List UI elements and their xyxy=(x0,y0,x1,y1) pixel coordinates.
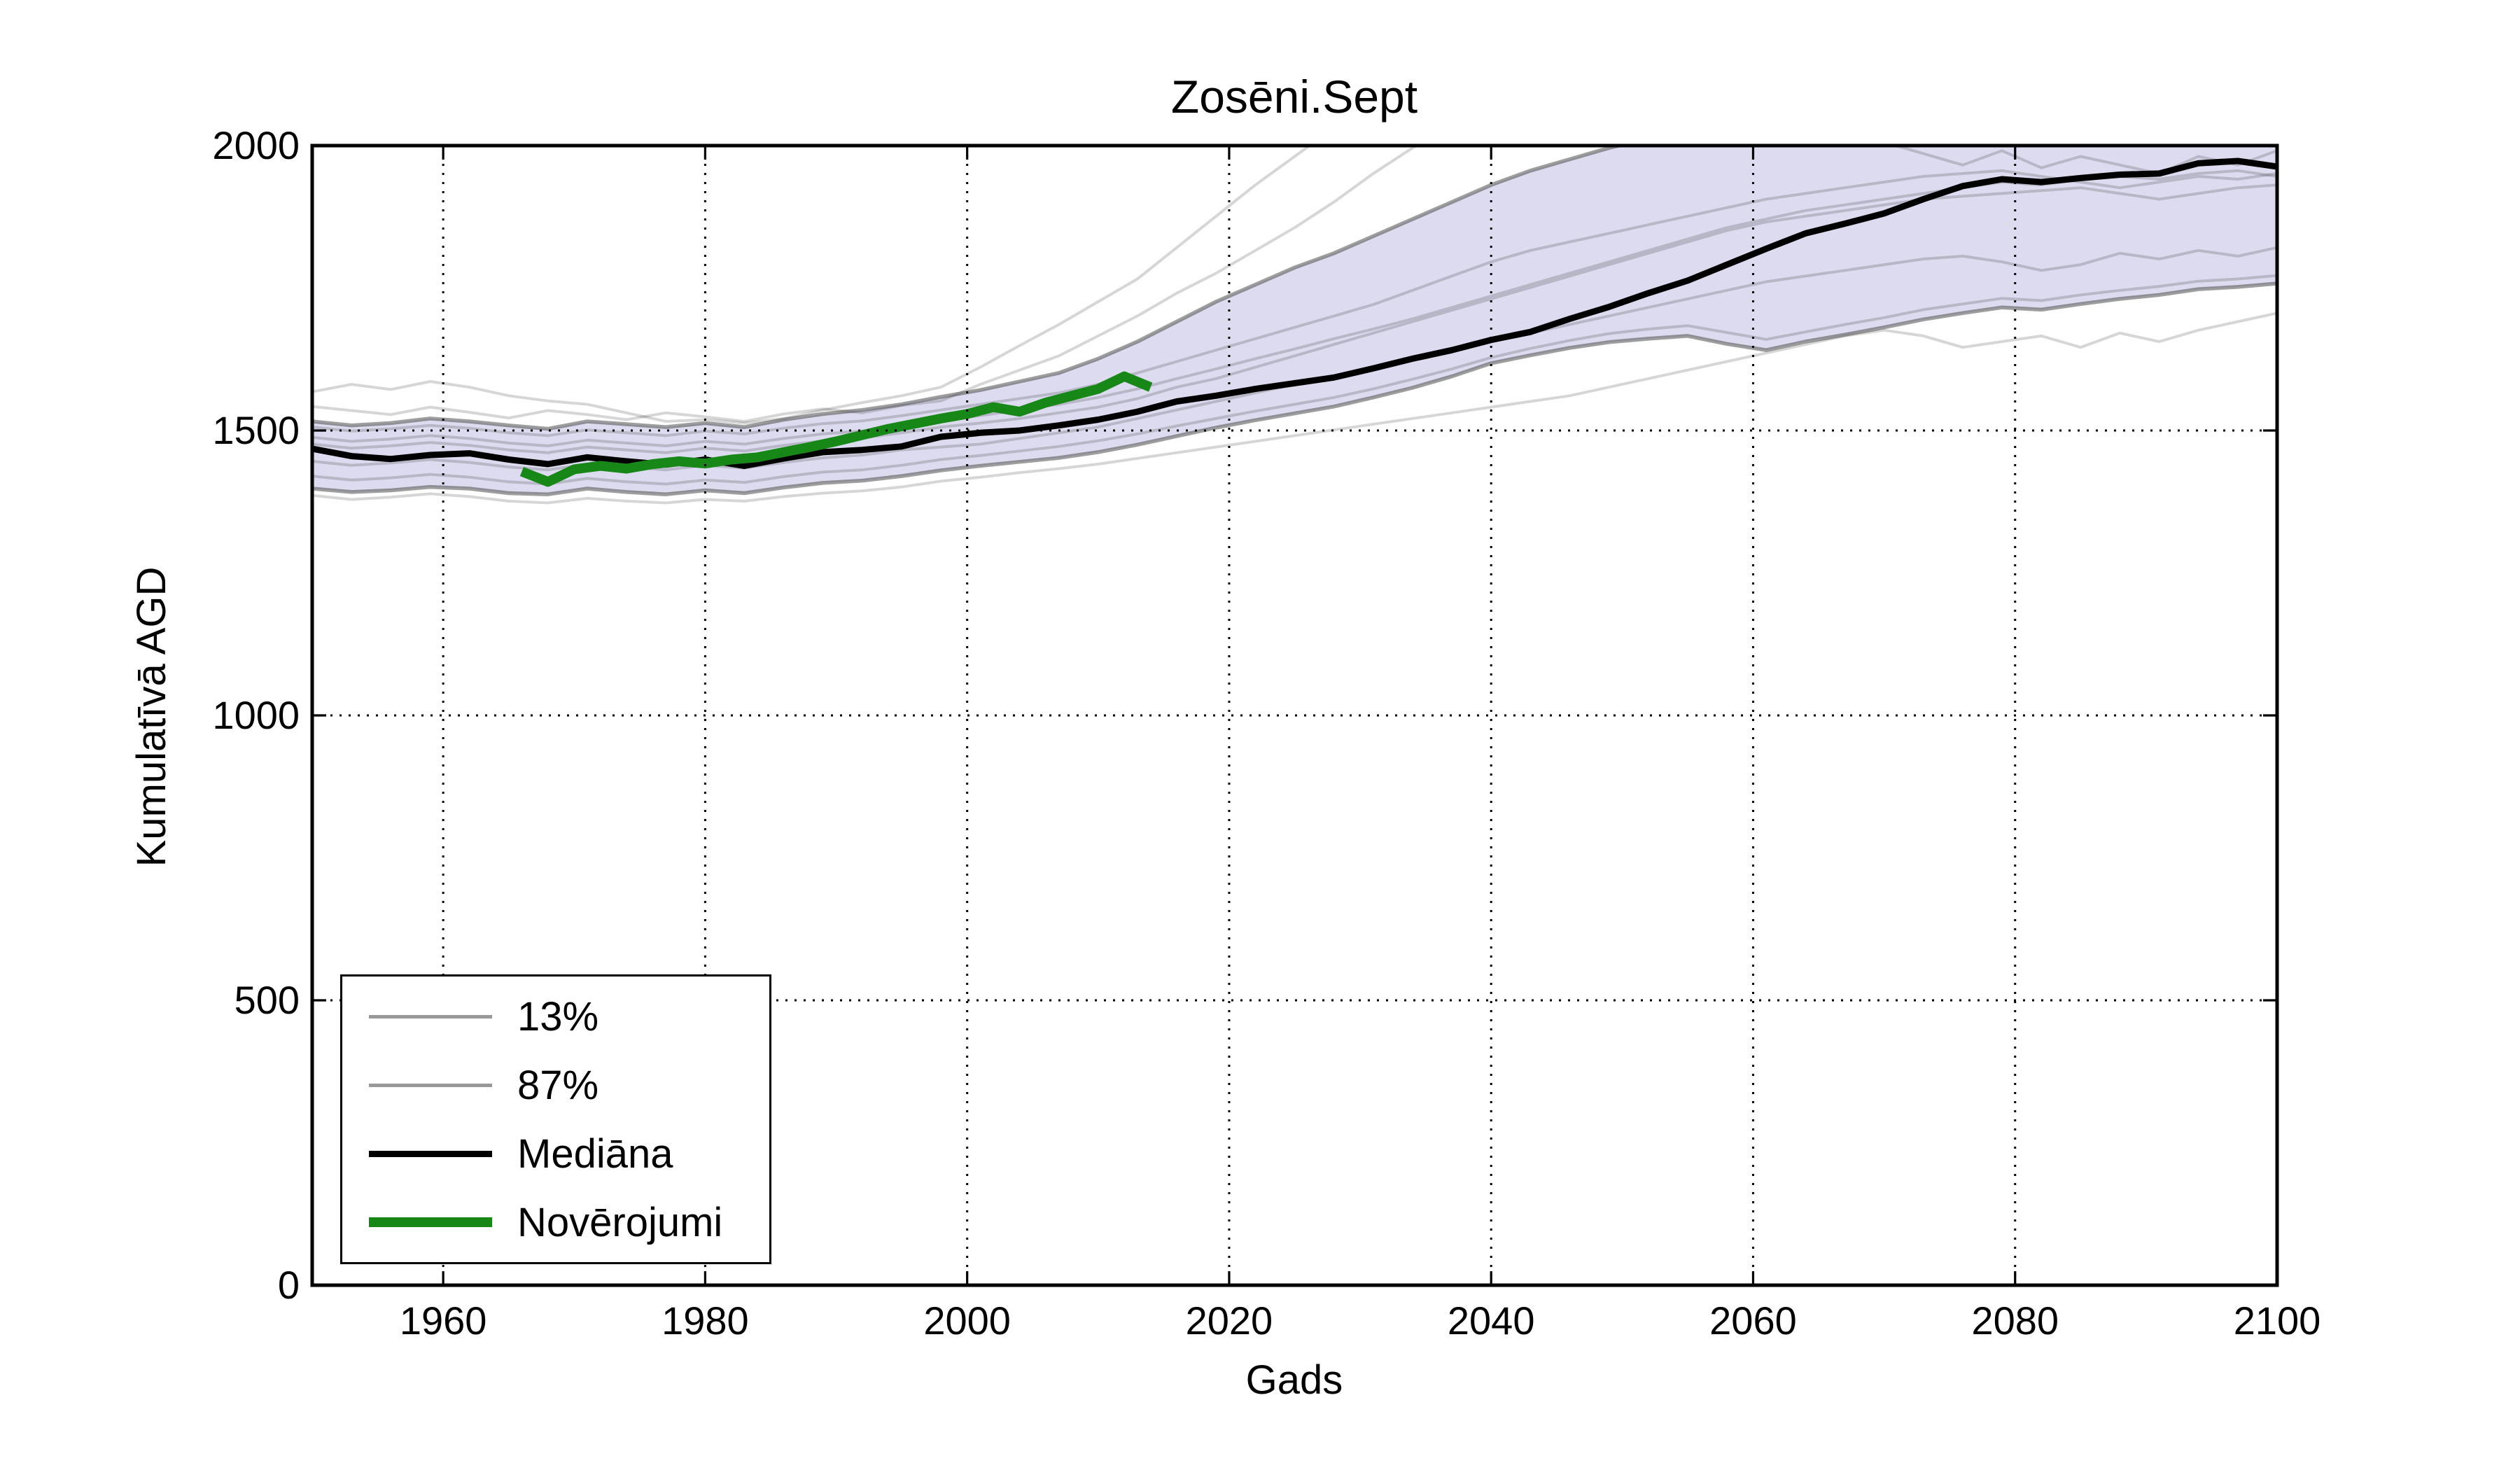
y-tick-label: 500 xyxy=(234,978,300,1022)
tick-marks xyxy=(312,144,2278,1287)
legend-row-87pct: 87% xyxy=(342,1062,769,1109)
x-tick-label: 2100 xyxy=(2233,1298,2321,1343)
percentile-87-line-sample xyxy=(369,1083,492,1087)
plot-area xyxy=(312,146,2277,505)
y-tick-label: 1500 xyxy=(212,408,300,452)
legend-row-median: Mediāna xyxy=(342,1130,769,1177)
ensemble-member-line xyxy=(312,146,1312,425)
ensemble-member-line xyxy=(312,183,2277,454)
median-line-sample xyxy=(369,1150,492,1157)
legend-row-13pct: 13% xyxy=(342,993,769,1040)
confidence-band xyxy=(312,146,2277,495)
percentile-13-line-sample xyxy=(369,1014,492,1018)
ensemble-member-line xyxy=(312,146,2277,423)
chart-title: Zosēni.Sept xyxy=(1170,71,1418,122)
observations-line-sample xyxy=(369,1217,492,1227)
legend-label-observations: Novērojumi xyxy=(517,1199,723,1245)
legend: 13% 87% Mediāna Novērojumi xyxy=(340,974,771,1264)
percentile-87-line xyxy=(312,146,1628,431)
x-tick-label: 1960 xyxy=(399,1298,487,1343)
x-axis-label: Gads xyxy=(1245,1357,1343,1403)
legend-label-87pct: 87% xyxy=(517,1062,599,1108)
x-tick-label: 2040 xyxy=(1447,1298,1535,1343)
x-tick-label: 2080 xyxy=(1971,1298,2059,1343)
legend-row-observations: Novērojumi xyxy=(342,1199,769,1246)
x-tick-label: 2020 xyxy=(1185,1298,1273,1343)
legend-label-median: Mediāna xyxy=(517,1130,673,1177)
x-tick-label: 1980 xyxy=(662,1298,749,1343)
percentile-13-line xyxy=(312,281,2277,496)
y-tick-label: 0 xyxy=(277,1263,300,1307)
ensemble-member-line xyxy=(312,274,2277,486)
ensemble-member-line xyxy=(312,169,2277,438)
observations-line xyxy=(519,371,1153,487)
y-tick-label: 1000 xyxy=(212,693,300,737)
x-tick-label: 2000 xyxy=(923,1298,1011,1343)
x-tick-label: 2060 xyxy=(1709,1298,1797,1343)
ensemble-member-line xyxy=(312,312,2277,505)
legend-label-13pct: 13% xyxy=(517,993,599,1040)
y-tick-label: 2000 xyxy=(212,123,300,167)
